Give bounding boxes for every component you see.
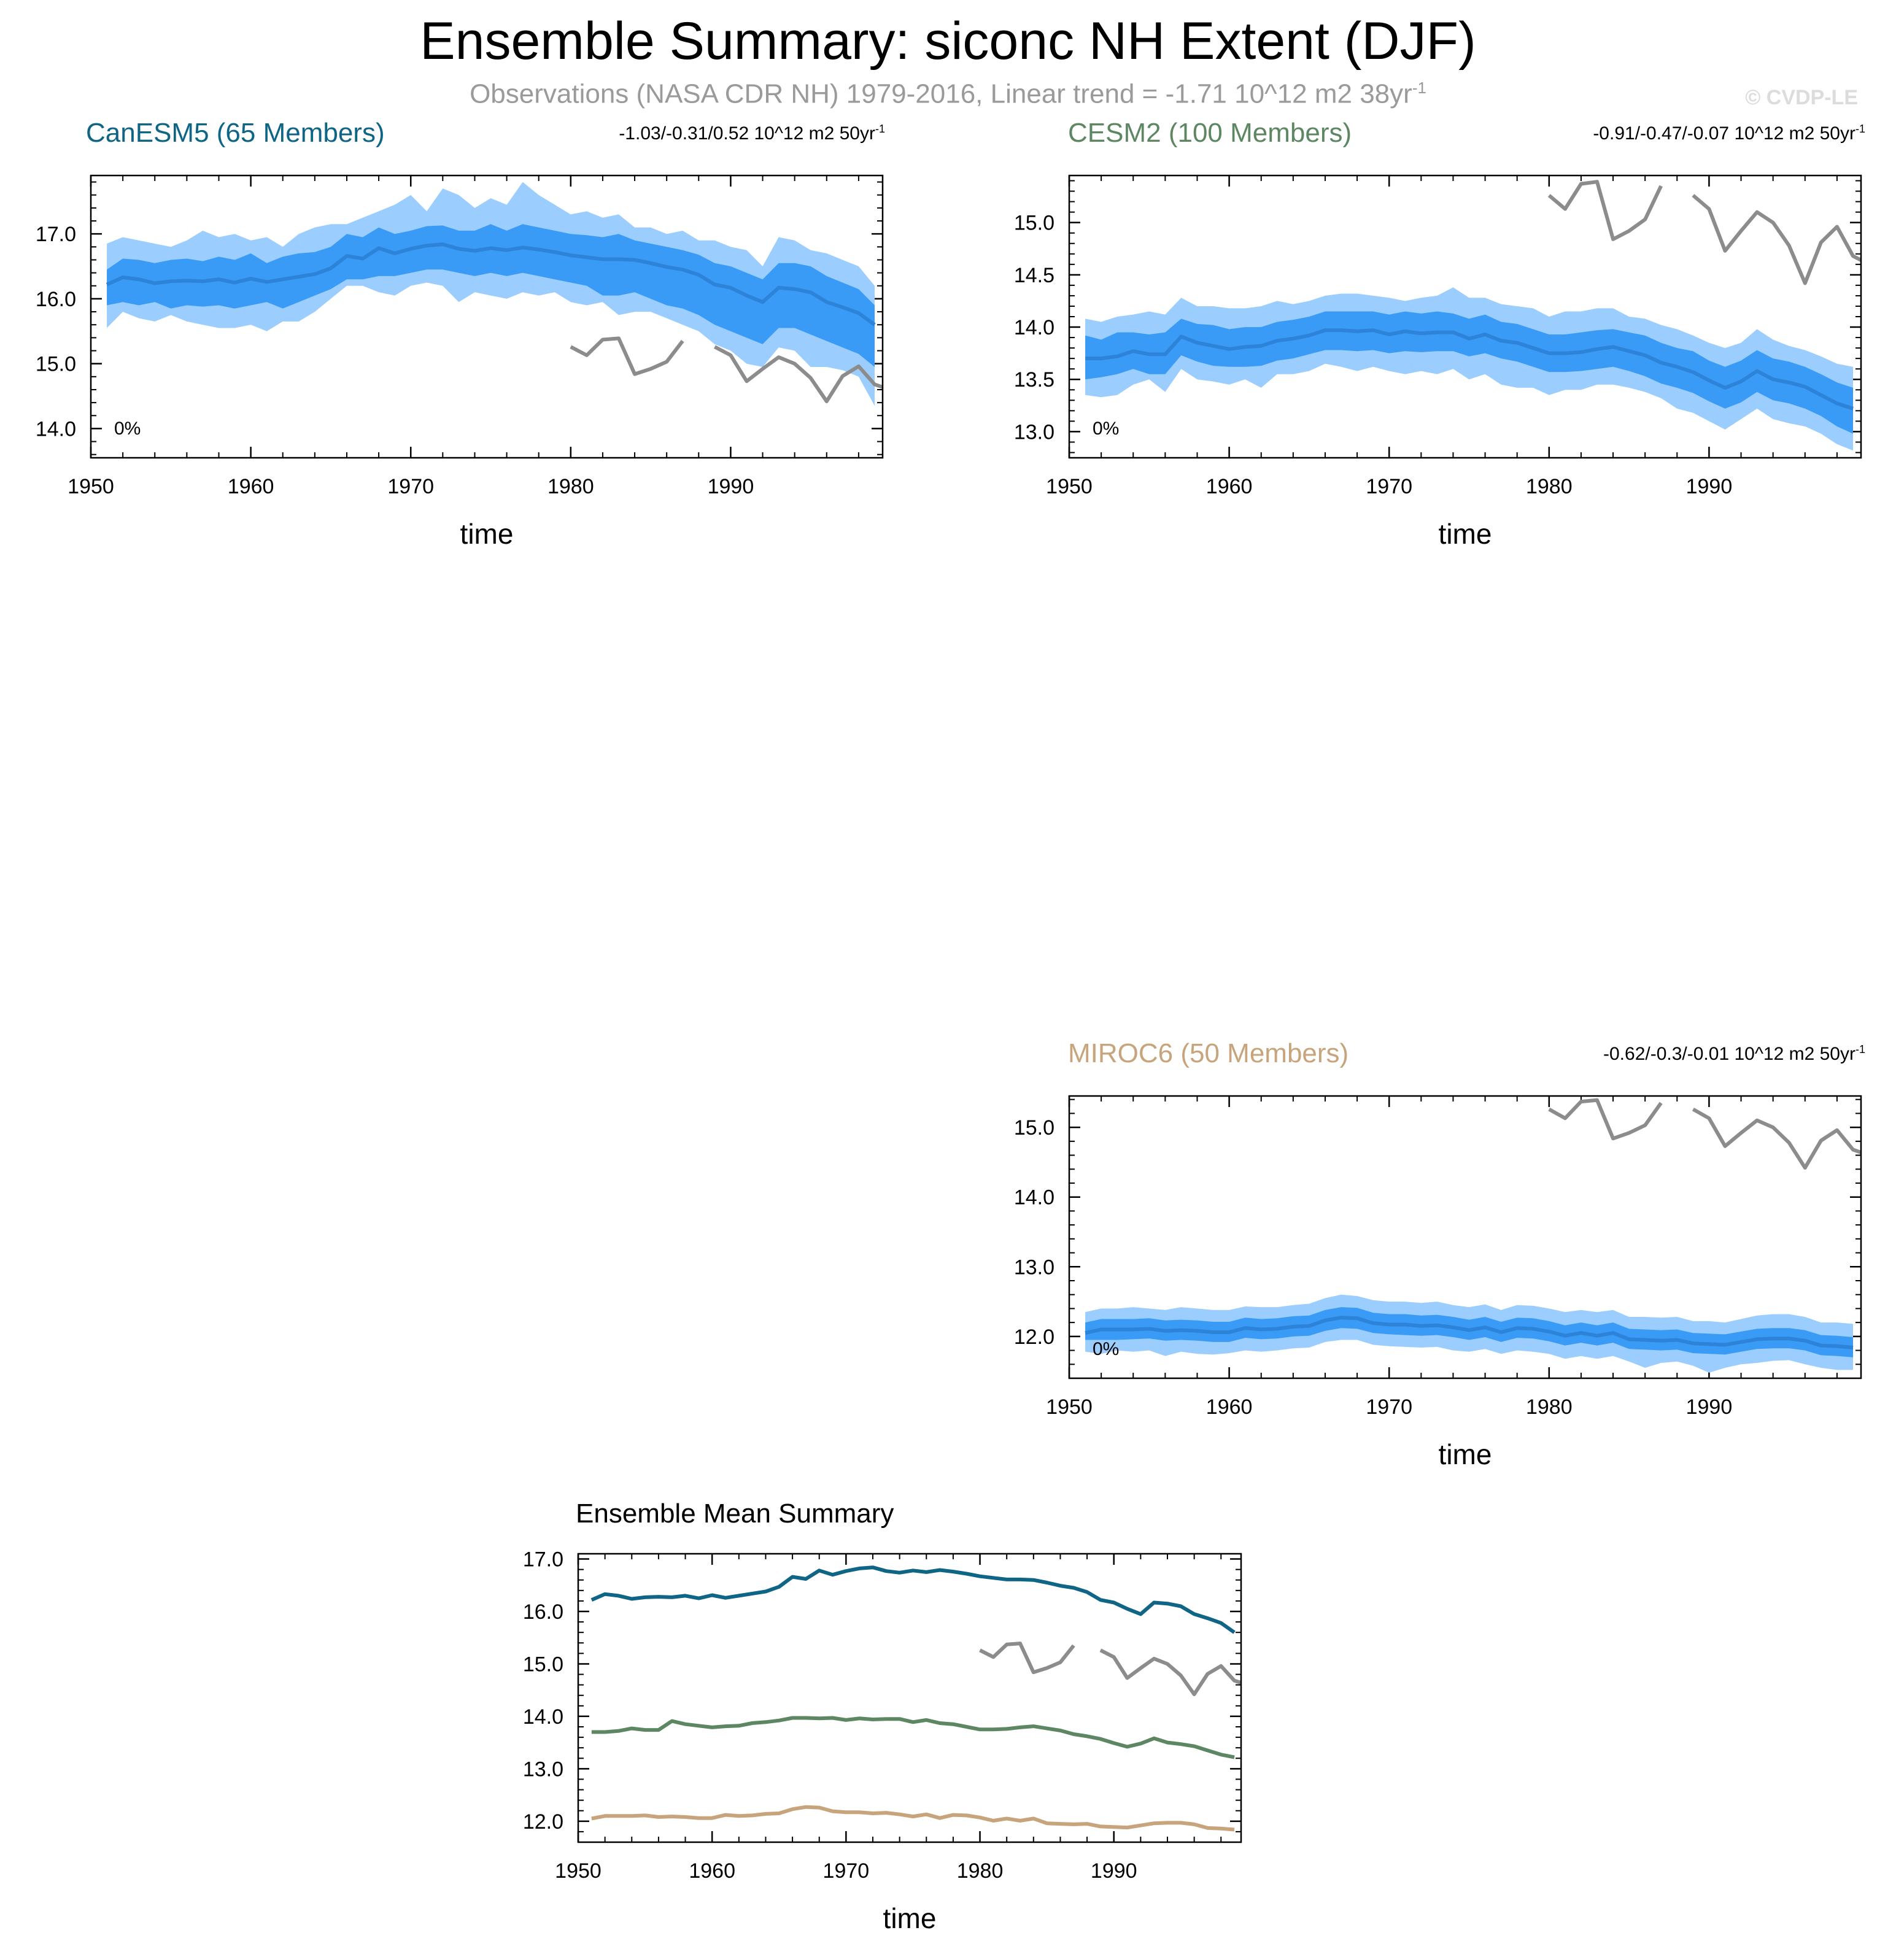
summary-x-tick-label: 1970 — [823, 1859, 870, 1883]
summary-canesm5-line — [590, 1565, 1236, 1634]
miroc6-y-tick-label: 12.0 — [1014, 1325, 1054, 1349]
summary-x-tick-label: 1990 — [1091, 1859, 1137, 1883]
cesm2-x-axis-label: time — [1439, 518, 1492, 550]
miroc6-ensemble-mean-line — [1085, 1316, 1854, 1349]
subtitle-superscript: -1 — [1412, 79, 1426, 97]
summary-miroc6-line — [591, 1805, 1235, 1832]
cesm2-ensemble-mean-line — [1085, 328, 1854, 411]
canesm5-percent-label: 0% — [114, 419, 141, 439]
miroc6-x-tick-label: 1990 — [1686, 1395, 1733, 1419]
miroc6-x-tick-label: 1970 — [1366, 1395, 1412, 1419]
canesm5-x-tick-label: 1970 — [387, 475, 434, 498]
cesm2-trend-text: -0.91/-0.47/-0.07 10^12 m2 50yr — [1593, 123, 1855, 144]
summary-y-tick-label: 12.0 — [523, 1810, 563, 1834]
cesm2-y-tick-label: 13.0 — [1014, 420, 1054, 444]
miroc6-axes: 1950 1960 1970 1980 1990 12.0 13.0 14.0 15.0 time — [1014, 1096, 1861, 1470]
canesm5-x-tick-label: 1950 — [68, 475, 114, 498]
canesm5-axes: 1950 1960 1970 1980 1990 14.0 15.0 16.0 17.0 time — [36, 176, 883, 550]
miroc6-trend-sup: -1 — [1855, 1043, 1865, 1055]
canesm5-trend-label: -1.03/-0.31/0.52 10^12 m2 50yr-1 — [619, 123, 885, 144]
summary-x-axis-label: time — [883, 1902, 937, 1934]
cesm2-obs-line — [1692, 194, 1861, 285]
canesm5-x-tick-label: 1960 — [228, 475, 274, 498]
canesm5-panel-title: CanESM5 (65 Members) — [86, 118, 385, 148]
summary-obs-line — [979, 1642, 1075, 1675]
miroc6-y-tick-label: 14.0 — [1014, 1186, 1054, 1210]
miroc6-y-tick-label: 15.0 — [1014, 1116, 1054, 1140]
cesm2-x-tick-label: 1960 — [1206, 475, 1253, 498]
summary-chart: 1950 1960 1970 1980 1990 12.0 13.0 14.0 15.0 16.0… — [523, 1548, 1242, 1934]
summary-x-tick-label: 1960 — [689, 1859, 735, 1883]
summary-y-tick-label: 15.0 — [523, 1653, 563, 1676]
summary-y-tick-label: 14.0 — [523, 1705, 563, 1729]
cesm2-panel-title: CESM2 (100 Members) — [1068, 118, 1352, 148]
canesm5-chart: 1950 1960 1970 1980 1990 14.0 15.0 16.0 17.0 time… — [36, 174, 884, 550]
canesm5-x-tick-label: 1980 — [548, 475, 594, 498]
miroc6-panel-title: MIROC6 (50 Members) — [1068, 1038, 1349, 1068]
cesm2-y-tick-label: 14.0 — [1014, 316, 1054, 339]
page-title: Ensemble Summary: siconc NH Extent (DJF) — [420, 12, 1476, 71]
summary-x-tick-label: 1950 — [555, 1859, 602, 1883]
miroc6-trend-label: -0.62/-0.3/-0.01 10^12 m2 50yr-1 — [1603, 1043, 1865, 1065]
miroc6-percent-label: 0% — [1093, 1339, 1119, 1359]
miroc6-obs-line — [1548, 1098, 1663, 1141]
cesm2-trend-sup: -1 — [1855, 123, 1865, 135]
copyright-watermark: © CVDP-LE — [1745, 86, 1858, 109]
cesm2-chart: 1950 1960 1970 1980 1990 13.0 13.5 14.0 14.5 15.0… — [1014, 174, 1862, 550]
cesm2-trend-label: -0.91/-0.47/-0.07 10^12 m2 50yr-1 — [1593, 123, 1865, 144]
page-subtitle: Observations (NASA CDR NH) 1979-2016, Li… — [0, 79, 1896, 110]
miroc6-x-tick-label: 1980 — [1526, 1395, 1573, 1419]
summary-y-tick-label: 13.0 — [523, 1757, 563, 1781]
summary-obs-line — [1099, 1648, 1241, 1696]
canesm5-y-tick-label: 14.0 — [36, 417, 76, 441]
canesm5-y-tick-label: 15.0 — [36, 353, 76, 376]
canesm5-trend-text: -1.03/-0.31/0.52 10^12 m2 50yr — [619, 123, 875, 144]
miroc6-x-tick-label: 1960 — [1206, 1395, 1253, 1419]
cesm2-y-tick-label: 13.5 — [1014, 368, 1054, 392]
summary-y-tick-label: 17.0 — [523, 1548, 563, 1572]
canesm5-inner-spread-band — [107, 224, 875, 367]
canesm5-ensemble-mean-line — [106, 242, 876, 326]
cesm2-obs-line — [1547, 180, 1663, 241]
canesm5-plot-border — [90, 174, 884, 459]
miroc6-chart: 1950 1960 1970 1980 1990 12.0 13.0 14.0 15.0 time… — [1014, 1095, 1862, 1470]
miroc6-trend-text: -0.62/-0.3/-0.01 10^12 m2 50yr — [1603, 1044, 1855, 1064]
cesm2-axes: 1950 1960 1970 1980 1990 13.0 13.5 14.0 14.5 15.0… — [1014, 176, 1861, 550]
miroc6-obs-line — [1692, 1107, 1861, 1170]
summary-cesm2-line — [591, 1716, 1235, 1759]
miroc6-inner-spread-band — [1085, 1307, 1853, 1357]
canesm5-y-tick-label: 16.0 — [36, 288, 76, 311]
canesm5-x-tick-label: 1990 — [708, 475, 754, 498]
summary-y-tick-label: 16.0 — [523, 1600, 563, 1624]
cesm2-x-tick-label: 1950 — [1046, 475, 1093, 498]
canesm5-trend-sup: -1 — [875, 123, 885, 135]
miroc6-plot-border — [1068, 1095, 1862, 1379]
cesm2-y-tick-label: 15.0 — [1014, 212, 1054, 235]
summary-panel-title: Ensemble Mean Summary — [576, 1499, 894, 1529]
summary-plot-border — [577, 1553, 1242, 1843]
miroc6-y-tick-label: 13.0 — [1014, 1256, 1054, 1279]
subtitle-text: Observations (NASA CDR NH) 1979-2016, Li… — [470, 79, 1412, 109]
cesm2-plot-border — [1068, 174, 1862, 459]
cesm2-x-tick-label: 1990 — [1686, 475, 1733, 498]
cesm2-y-tick-label: 14.5 — [1014, 264, 1054, 287]
miroc6-x-axis-label: time — [1439, 1438, 1492, 1470]
cesm2-x-tick-label: 1980 — [1526, 475, 1573, 498]
canesm5-obs-line — [714, 345, 883, 403]
summary-axes: 1950 1960 1970 1980 1990 12.0 13.0 14.0 15.0 16.0… — [523, 1548, 1241, 1934]
canesm5-obs-line — [570, 336, 684, 376]
canesm5-x-axis-label: time — [460, 518, 514, 550]
summary-x-tick-label: 1980 — [957, 1859, 1004, 1883]
miroc6-x-tick-label: 1950 — [1046, 1395, 1093, 1419]
canesm5-y-tick-label: 17.0 — [36, 223, 76, 246]
cesm2-percent-label: 0% — [1093, 419, 1119, 439]
cesm2-x-tick-label: 1970 — [1366, 475, 1412, 498]
canesm5-outer-spread-band — [107, 182, 875, 406]
